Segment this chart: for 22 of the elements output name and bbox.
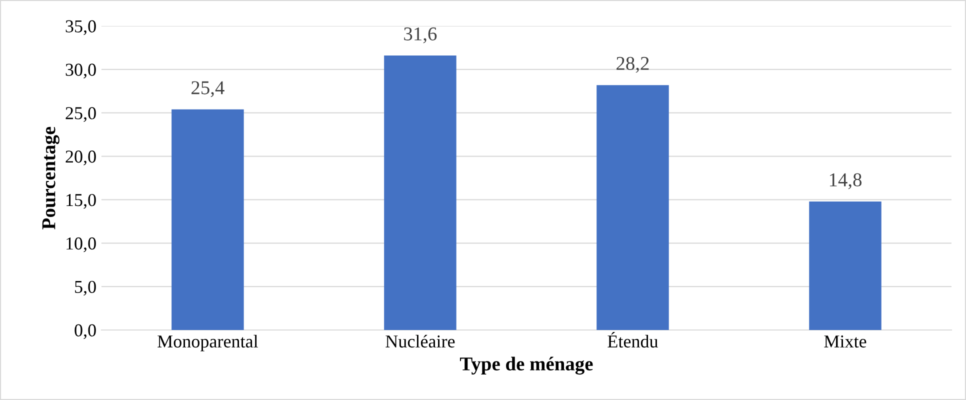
- x-tick-label: Mixte: [824, 335, 866, 348]
- x-tick-label: Étendu: [608, 332, 658, 348]
- y-tick-label: 0,0: [74, 324, 96, 340]
- bar: [809, 201, 882, 330]
- data-label: 28,2: [616, 56, 649, 73]
- y-tick-label: 20,0: [66, 150, 96, 166]
- x-axis-title: Type de ménage: [460, 356, 593, 375]
- y-tick-label: 15,0: [66, 194, 96, 209]
- y-tick-label: 35,0: [66, 20, 96, 36]
- bar: [596, 85, 669, 330]
- y-tick-label: 10,0: [66, 237, 96, 252]
- x-tick-label: Monoparental: [158, 334, 258, 352]
- bar: [172, 109, 244, 330]
- bar: [384, 56, 456, 330]
- y-tick-label: 30,0: [66, 64, 96, 78]
- data-label: 25,4: [192, 81, 224, 98]
- data-label: 14,8: [830, 173, 862, 190]
- y-tick-label: 5,0: [75, 280, 96, 296]
- y-axis-title: Pourcentage: [42, 126, 60, 230]
- y-tick-label: 25,0: [66, 107, 96, 122]
- data-label: 31,6: [404, 27, 437, 44]
- x-tick-label: Nucléaire: [386, 334, 455, 348]
